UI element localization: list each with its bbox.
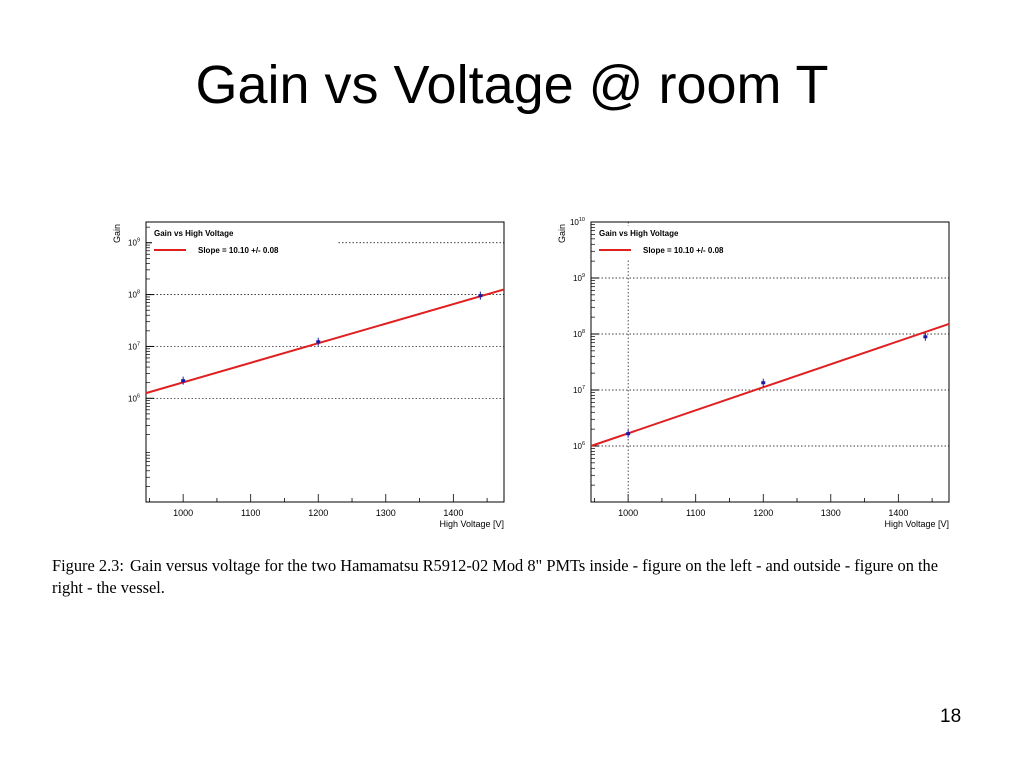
caption-text: Gain versus voltage for the two Hamamats… xyxy=(52,556,939,597)
figure-caption: Figure 2.3: Gain versus voltage for the t… xyxy=(52,555,972,599)
y-tick-base: 10 xyxy=(128,394,137,403)
y-tick-exponent: 8 xyxy=(137,290,140,296)
x-tick-label: 1200 xyxy=(753,508,773,518)
slide-title: Gain vs Voltage @ room T xyxy=(195,55,829,115)
y-tick-exponent: 9 xyxy=(582,273,585,279)
page-number: 18 xyxy=(940,706,962,727)
legend-entry: Slope = 10.10 +/- 0.08 xyxy=(643,246,724,255)
data-point xyxy=(478,294,483,298)
caption-label: Figure 2.3: xyxy=(52,556,124,575)
x-tick-label: 1100 xyxy=(686,508,705,518)
x-tick-label: 1100 xyxy=(241,508,260,518)
x-tick-label: 1400 xyxy=(888,508,908,518)
fit-line xyxy=(590,322,950,447)
data-point xyxy=(316,340,321,344)
y-tick-base: 10 xyxy=(128,291,137,300)
y-tick-label: 106 xyxy=(573,441,585,451)
legend-entry: Slope = 10.10 +/- 0.08 xyxy=(198,246,279,255)
y-tick-exponent: 7 xyxy=(582,385,585,391)
x-tick-label: 1000 xyxy=(618,508,638,518)
y-tick-label: 108 xyxy=(128,290,140,300)
legend-box xyxy=(152,226,338,260)
x-tick-label: 1000 xyxy=(173,508,193,518)
legend-header: Gain vs High Voltage xyxy=(599,229,679,238)
y-tick-exponent: 8 xyxy=(582,329,585,335)
y-tick-base: 10 xyxy=(570,218,579,227)
x-axis-title: High Voltage [V] xyxy=(439,519,504,529)
fit-line xyxy=(145,288,505,395)
y-tick-base: 10 xyxy=(573,386,582,395)
y-tick-exponent: 6 xyxy=(582,441,585,447)
y-tick-label: 106 xyxy=(128,393,140,403)
y-tick-base: 10 xyxy=(128,239,137,248)
y-tick-label: 109 xyxy=(573,273,585,283)
y-axis-title: Gain xyxy=(112,224,122,243)
y-tick-label: 107 xyxy=(573,385,585,395)
x-tick-label: 1300 xyxy=(821,508,841,518)
chart-left: 109 108 107 106 1000 1100 1200 1300 1400 High Vol… xyxy=(100,200,570,535)
x-axis-title: High Voltage [V] xyxy=(884,519,949,529)
x-tick-label: 1400 xyxy=(443,508,463,518)
chart-right: 1010 109 108 107 106 1000 1100 1200 1300 1400 High… xyxy=(545,200,1015,535)
y-tick-exponent: 6 xyxy=(137,393,140,399)
legend-header: Gain vs High Voltage xyxy=(154,229,234,238)
y-tick-base: 10 xyxy=(128,342,137,351)
y-tick-base: 10 xyxy=(573,330,582,339)
x-tick-label: 1200 xyxy=(308,508,328,518)
data-point xyxy=(761,381,766,385)
y-tick-label: 107 xyxy=(128,341,140,351)
y-tick-exponent: 9 xyxy=(137,238,140,244)
plot-frame xyxy=(590,221,950,503)
y-tick-base: 10 xyxy=(573,274,582,283)
y-tick-exponent: 10 xyxy=(579,217,585,223)
x-tick-label: 1300 xyxy=(376,508,396,518)
y-tick-base: 10 xyxy=(573,442,582,451)
data-point xyxy=(181,379,186,383)
y-axis-title: Gain xyxy=(557,224,567,243)
data-point xyxy=(923,335,928,339)
y-tick-exponent: 7 xyxy=(137,341,140,347)
data-point xyxy=(626,432,631,436)
y-tick-label: 1010 xyxy=(570,217,585,227)
y-tick-label: 109 xyxy=(128,238,140,248)
y-tick-label: 108 xyxy=(573,329,585,339)
legend-box xyxy=(597,226,783,260)
plot-frame xyxy=(145,221,505,503)
